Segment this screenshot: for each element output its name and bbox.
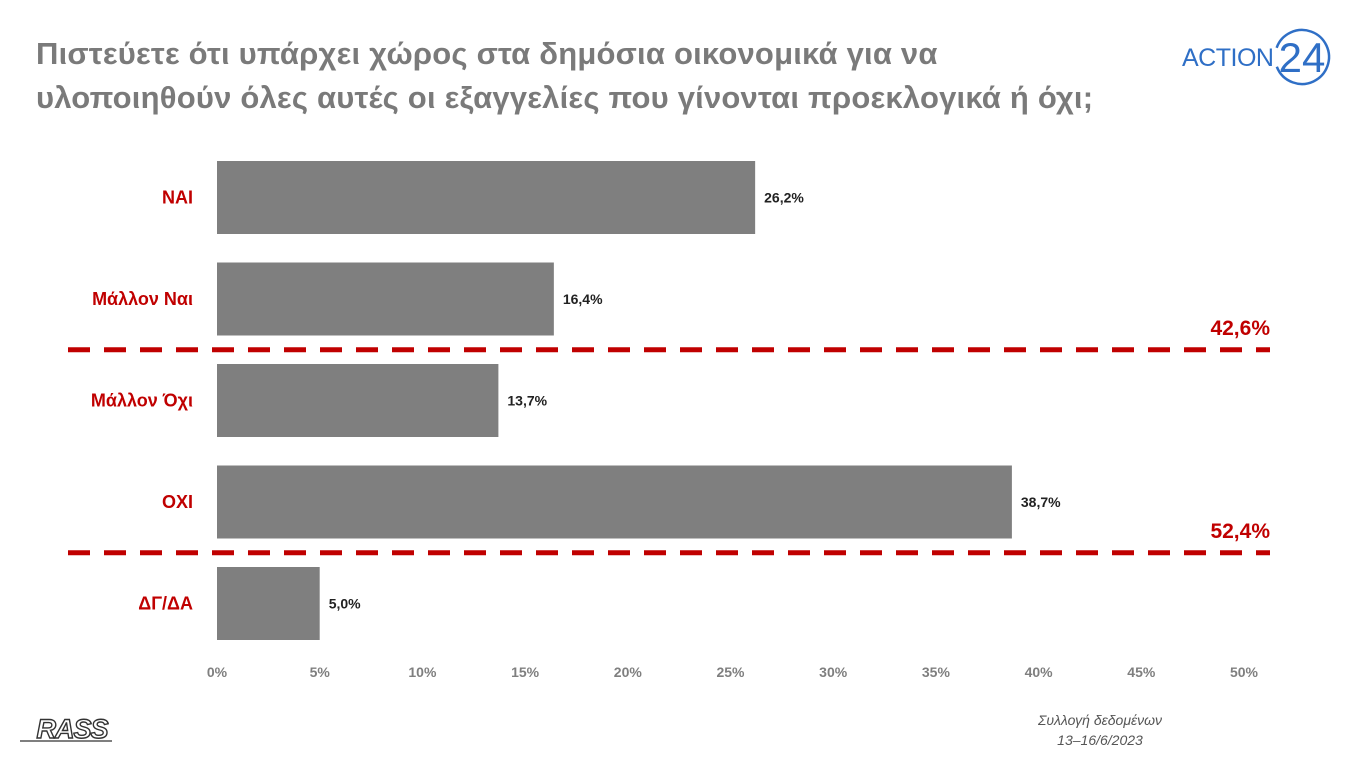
data-label: 38,7%	[1021, 494, 1061, 510]
chart-title-line-2: υλοποιηθούν όλες αυτές οι εξαγγελίες που…	[36, 80, 1094, 115]
group-total-label: 42,6%	[1210, 317, 1270, 340]
bar	[217, 262, 554, 336]
x-tick-label: 40%	[1025, 664, 1054, 680]
x-tick-label: 35%	[922, 664, 951, 680]
category-label: Μάλλον Ναι	[92, 289, 193, 309]
category-label: ΟΧΙ	[162, 492, 193, 512]
bar	[217, 465, 1012, 539]
x-tick-label: 50%	[1230, 664, 1259, 680]
data-label: 16,4%	[563, 291, 603, 307]
data-collection-dates: 13–16/6/2023	[1057, 732, 1143, 748]
x-tick-label: 5%	[310, 664, 331, 680]
x-tick-label: 30%	[819, 664, 848, 680]
chart-title-line-1: Πιστεύετε ότι υπάρχει χώρος στα δημόσια …	[36, 36, 938, 71]
rass-logo-text: RASS	[36, 714, 108, 744]
data-label: 26,2%	[764, 190, 804, 206]
x-tick-label: 25%	[716, 664, 745, 680]
category-label: ΝΑΙ	[162, 188, 193, 208]
x-tick-label: 10%	[408, 664, 437, 680]
x-tick-label: 0%	[207, 664, 228, 680]
x-tick-label: 20%	[614, 664, 643, 680]
x-tick-label: 45%	[1127, 664, 1156, 680]
data-collection-note: Συλλογή δεδομένων 13–16/6/2023	[980, 710, 1220, 750]
category-label: ΔΓ/ΔΑ	[138, 594, 193, 614]
data-label: 5,0%	[329, 596, 361, 612]
bar	[217, 364, 499, 437]
x-tick-label: 15%	[511, 664, 540, 680]
action24-logo: ACTION 24	[1182, 28, 1331, 86]
category-label: Μάλλον Όχι	[91, 391, 193, 411]
data-label: 13,7%	[507, 393, 547, 409]
action24-logo-number: 24	[1279, 34, 1326, 81]
data-collection-label: Συλλογή δεδομένων	[1037, 712, 1163, 728]
rass-logo: RASS	[20, 713, 112, 745]
chart-title: Πιστεύετε ότι υπάρχει χώρος στα δημόσια …	[36, 32, 1186, 120]
bar	[217, 567, 320, 640]
action24-logo-brand: ACTION	[1182, 44, 1273, 72]
group-total-label: 52,4%	[1210, 520, 1270, 543]
bar	[217, 161, 756, 234]
